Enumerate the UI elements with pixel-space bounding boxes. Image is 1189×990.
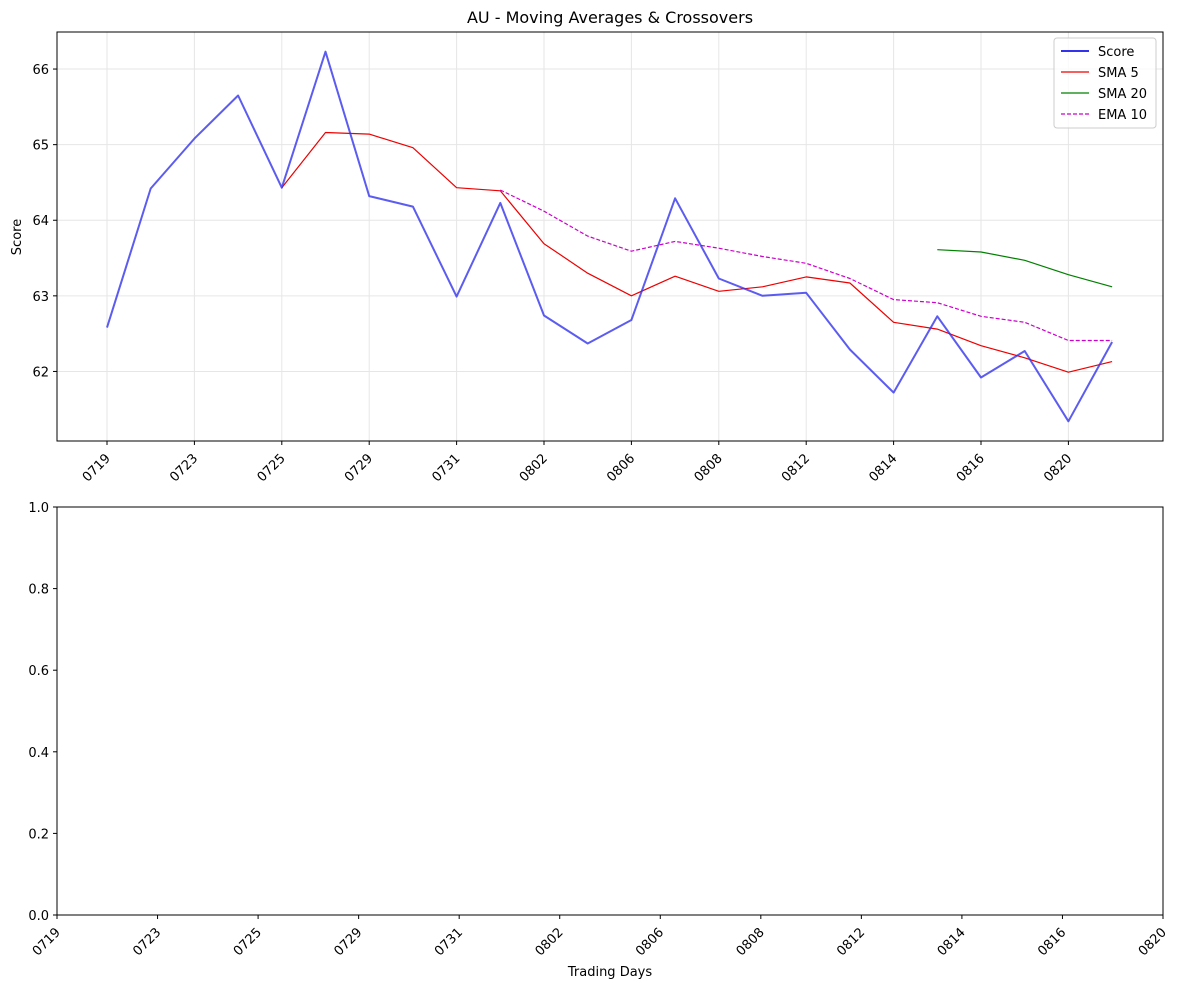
legend-item-sma20: SMA 20 [1061,87,1147,102]
series-group [106,50,1113,423]
y-tick-label: 65 [32,139,49,154]
y-tick-label: 0.4 [28,746,49,761]
grid [57,32,1163,441]
series-line-sma20 [937,249,1113,288]
y-tick-label: 62 [32,365,49,380]
legend-item-score: Score [1061,45,1134,60]
svg-text:EMA 10: EMA 10 [1098,108,1147,123]
plot-frame [56,31,1164,442]
y-tick-label: 63 [32,290,49,305]
y-tick-label: 0.8 [28,583,49,598]
legend: Score SMA 5 SMA 20 EMA 10 [1053,37,1157,129]
x-axis-title: Trading Days [567,965,652,980]
svg-text:SMA 5: SMA 5 [1098,66,1139,81]
y-tick-label: 0.2 [28,827,49,842]
moving-averages-chart: AU - Moving Averages & Crossovers 62 63 64… [10,8,1164,485]
y-tick-label: 66 [32,63,49,78]
svg-text:Score: Score [1098,45,1134,60]
legend-item-sma5: SMA 5 [1061,66,1139,81]
chart-title: AU - Moving Averages & Crossovers [467,8,753,27]
series-line-ema10 [500,189,1113,342]
y-axis: 62 63 64 65 66 [32,63,57,380]
legend-item-ema10: EMA 10 [1061,108,1147,123]
y-axis-title: Score [10,219,25,255]
series-line-sma5 [281,131,1113,373]
y-tick-label: 1.0 [28,501,49,516]
y-tick-label: 0.0 [28,909,49,924]
svg-text:SMA 20: SMA 20 [1098,87,1147,102]
y-axis: 0.0 0.2 0.4 0.6 0.8 1.0 [28,501,57,924]
y-tick-label: 64 [32,214,49,229]
y-tick-label: 0.6 [28,664,49,679]
series-line-score [106,50,1113,423]
plot-frame [56,506,1164,916]
